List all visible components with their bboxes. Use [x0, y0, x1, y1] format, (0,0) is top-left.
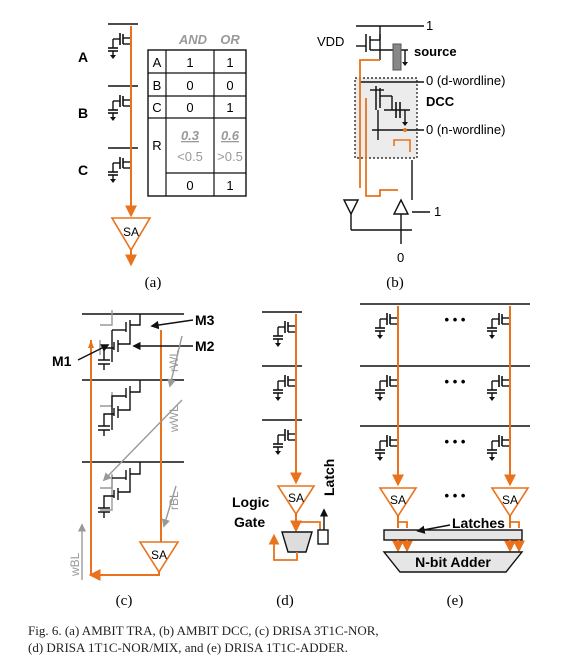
n-bit-adder — [382, 551, 524, 573]
dcc-box — [354, 77, 418, 159]
panel-c: SA M3 M2 M1 — [52, 310, 215, 609]
sense-amp-e-left — [378, 487, 418, 518]
table-row-label: C — [152, 100, 161, 115]
latches-bar — [383, 529, 523, 541]
panel-tag-b: (b) — [386, 275, 404, 291]
table-cell: 0 — [186, 100, 193, 115]
sense-amp-d — [276, 485, 316, 516]
source-label: source — [414, 44, 457, 59]
r-or-value: 0.6 — [221, 128, 240, 143]
latch-label: Latch — [321, 459, 337, 496]
m1-label: M1 — [52, 353, 72, 369]
sa-label-c: SA — [151, 548, 167, 562]
dram-cell-a — [107, 29, 132, 60]
n-wordline-label: 0 (n-wordline) — [426, 122, 505, 137]
latches-label: Latches — [452, 515, 505, 531]
panel-b: VDD 1 source 0 (d-wordline) DCC 0 (n-wor… — [317, 18, 505, 291]
sense-amp-a — [110, 217, 152, 252]
panel-tag-a: (a) — [145, 275, 162, 291]
table-cell-out: 0 — [186, 178, 193, 193]
zero-bottom-label: 0 — [397, 250, 404, 265]
table-cell: 1 — [226, 100, 233, 115]
table-row-label: B — [153, 78, 162, 93]
sense-amp-e-right — [490, 487, 530, 518]
dots-row-3: • • • — [445, 434, 466, 449]
logic-label: Logic — [232, 494, 270, 510]
row-label-a: A — [78, 49, 88, 65]
d-wordline-label: 0 (d-wordline) — [426, 73, 505, 88]
r-and-value: 0.3 — [181, 128, 200, 143]
sa-label-e-right: SA — [502, 493, 518, 507]
dcc-label: DCC — [426, 94, 455, 109]
panel-d: SA Logic Gate Latch (d) — [232, 311, 337, 609]
panel-e: • • • • • • • • • • • • SA SA Latches N-… — [360, 303, 530, 609]
one-top-label: 1 — [426, 18, 433, 33]
table-cell: 1 — [226, 55, 233, 70]
dots-sa: • • • — [445, 488, 466, 503]
logic-gate-d — [281, 531, 313, 553]
gate-label: Gate — [234, 514, 265, 530]
latch-d — [317, 529, 329, 545]
row-label-c: C — [78, 162, 88, 178]
dots-row-2: • • • — [445, 374, 466, 389]
table-row-label: A — [153, 55, 162, 70]
table-cell: 0 — [186, 78, 193, 93]
dots-row-1: • • • — [445, 312, 466, 327]
table-row-label-r: R — [152, 138, 161, 153]
m2-label: M2 — [195, 338, 215, 354]
sa-label-d: SA — [288, 491, 304, 505]
panel-a: A B C SA (a) AND OR A 1 1 B 0 0 C 0 1 — [78, 23, 247, 291]
m3-label: M3 — [195, 312, 215, 328]
sa-label-a: SA — [123, 225, 139, 239]
one-right-label: 1 — [434, 204, 441, 219]
rbl-label: rBL — [167, 491, 181, 510]
rwl-label: rWL — [167, 350, 181, 372]
r-or-threshold: >0.5 — [217, 149, 243, 164]
dram-cell-b — [107, 91, 132, 122]
truth-table: AND OR A 1 1 B 0 0 C 0 1 R 0.3 0.6 <0.5 … — [147, 32, 247, 197]
sense-amp-c — [138, 541, 180, 574]
r-and-threshold: <0.5 — [177, 149, 203, 164]
table-cell-out: 1 — [226, 178, 233, 193]
header-or: OR — [220, 32, 240, 47]
row-label-b: B — [78, 105, 88, 121]
wwl-label: wWL — [167, 405, 181, 433]
dram-cell-c — [107, 153, 132, 184]
table-cell: 1 — [186, 55, 193, 70]
panel-tag-d: (d) — [276, 593, 294, 609]
figure-caption: Fig. 6. (a) AMBIT TRA, (b) AMBIT DCC, (c… — [28, 622, 548, 656]
table-cell: 0 — [226, 78, 233, 93]
panel-tag-c: (c) — [116, 593, 133, 609]
caption-line-2: (d) DRISA 1T1C-NOR/MIX, and (e) DRISA 1T… — [28, 640, 348, 655]
wbl-label: wBL — [68, 552, 82, 577]
header-and: AND — [178, 32, 208, 47]
sa-label-e-left: SA — [390, 493, 406, 507]
caption-line-1: Fig. 6. (a) AMBIT TRA, (b) AMBIT DCC, (c… — [28, 623, 379, 638]
adder-label: N-bit Adder — [415, 554, 491, 570]
vdd-label: VDD — [317, 34, 344, 49]
panel-tag-e: (e) — [447, 593, 464, 609]
